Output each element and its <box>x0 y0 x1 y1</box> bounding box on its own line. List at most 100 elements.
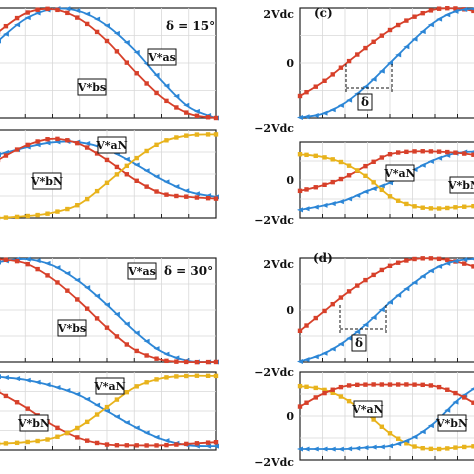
data-point <box>25 213 30 219</box>
data-point <box>14 22 21 28</box>
data-point <box>64 388 71 394</box>
data-point <box>174 442 179 447</box>
data-point <box>54 265 61 271</box>
data-point <box>321 446 328 452</box>
data-point <box>213 440 219 445</box>
series-label-box <box>95 377 125 395</box>
data-point <box>304 400 309 405</box>
data-point <box>104 23 110 29</box>
data-point <box>362 189 369 195</box>
data-point <box>303 446 310 452</box>
data-point <box>304 152 309 158</box>
data-point <box>55 136 60 142</box>
data-point <box>75 203 80 208</box>
data-point <box>404 382 409 387</box>
data-point <box>154 189 159 194</box>
data-point <box>133 330 140 336</box>
data-point <box>330 179 335 185</box>
data-point <box>313 84 318 89</box>
data-point <box>436 446 442 452</box>
data-point <box>395 52 402 58</box>
y-tick-label: 0 <box>286 304 294 317</box>
data-point <box>94 402 101 408</box>
data-point <box>14 400 20 405</box>
data-point <box>173 355 180 361</box>
data-point <box>322 155 327 160</box>
data-point <box>144 148 149 154</box>
data-point <box>64 270 71 276</box>
data-point <box>14 440 20 446</box>
data-point <box>436 149 442 154</box>
data-point <box>379 382 385 387</box>
data-point <box>444 260 451 266</box>
data-point <box>346 335 353 341</box>
data-point <box>104 302 110 308</box>
data-point <box>75 140 80 146</box>
series-label: V*as <box>127 265 156 278</box>
data-point <box>164 98 169 104</box>
data-point <box>184 110 189 115</box>
data-point <box>184 359 189 365</box>
data-point <box>35 139 40 144</box>
data-point <box>395 22 401 28</box>
data-point <box>173 184 180 190</box>
data-point <box>297 114 303 120</box>
data-point <box>387 194 393 199</box>
data-point <box>134 443 139 448</box>
delta-box <box>357 93 373 111</box>
delta-label: δ <box>355 336 363 350</box>
data-point <box>428 446 434 452</box>
data-point <box>420 256 425 261</box>
series-label: V*aN <box>351 403 383 416</box>
data-point <box>3 23 9 29</box>
data-point <box>444 12 451 18</box>
data-point <box>104 408 110 414</box>
data-point <box>74 391 81 397</box>
data-point <box>338 384 344 390</box>
data-point <box>104 38 110 44</box>
data-point <box>363 173 368 179</box>
data-point <box>205 196 211 201</box>
data-point <box>355 283 360 288</box>
data-point <box>378 68 385 74</box>
data-point <box>75 425 80 431</box>
data-point <box>387 27 393 33</box>
data-point <box>174 105 179 110</box>
data-point <box>337 199 344 205</box>
data-point <box>104 404 110 410</box>
series-label-box <box>449 176 474 194</box>
series-label-box <box>19 414 49 432</box>
data-point <box>313 185 318 190</box>
data-point <box>143 430 150 436</box>
data-point <box>205 115 211 120</box>
data-point <box>346 58 352 64</box>
data-point <box>153 72 160 78</box>
series-label: V*bs <box>77 81 106 94</box>
data-point <box>55 280 60 285</box>
data-point <box>114 443 120 448</box>
data-point <box>163 351 170 357</box>
data-point <box>322 308 327 314</box>
data-point <box>470 7 474 11</box>
series-label-box <box>385 164 415 182</box>
data-point <box>84 11 91 17</box>
series-label: V*bs <box>57 322 86 335</box>
data-point <box>412 256 417 262</box>
data-point <box>337 102 344 108</box>
data-point <box>153 346 160 352</box>
chart-panel-7: 2Vdc 0 −2Vdc (d) δ <box>254 251 474 379</box>
series-label-box <box>57 319 87 337</box>
data-point <box>194 132 200 137</box>
data-point <box>371 180 376 185</box>
data-point <box>114 397 120 402</box>
data-point <box>104 180 110 185</box>
y-tick-label: 2Vdc <box>263 258 294 271</box>
series-label-box <box>437 414 467 432</box>
data-point <box>321 350 328 356</box>
data-point <box>445 446 450 451</box>
data-point <box>113 414 120 420</box>
data-point <box>322 390 327 396</box>
data-point <box>312 446 319 452</box>
data-point <box>184 441 189 447</box>
series-label-box <box>147 48 177 66</box>
